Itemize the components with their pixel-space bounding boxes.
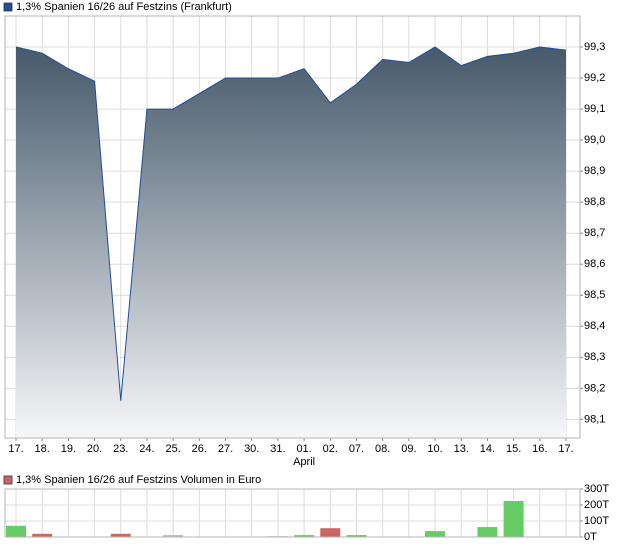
x-tick-label: 18. — [35, 443, 50, 455]
bar — [320, 528, 341, 537]
legend-swatch — [3, 2, 13, 12]
x-tick-label: 24. — [139, 443, 154, 455]
x-tick-label: 07. — [349, 443, 364, 455]
y-tick-label: 100T — [584, 515, 609, 527]
bar — [110, 533, 131, 537]
plot-frame — [4, 15, 581, 439]
x-tick-label: 20. — [87, 443, 102, 455]
y-tick-label: 99,2 — [584, 72, 605, 84]
annotation: April — [293, 456, 315, 468]
x-tick-label: 17. — [8, 443, 23, 455]
x-tick-label: 15. — [506, 443, 521, 455]
y-tick-label: 99,1 — [584, 103, 605, 115]
legend-swatch — [3, 475, 13, 485]
bar — [163, 535, 184, 537]
x-tick-label: 26. — [192, 443, 207, 455]
x-tick-label: 31. — [270, 443, 285, 455]
y-tick-label: 98,8 — [584, 196, 605, 208]
y-tick-label: 99,3 — [584, 41, 605, 53]
y-tick-label: 98,4 — [584, 320, 605, 332]
bar — [477, 527, 498, 537]
legend-label: 1,3% Spanien 16/26 auf Festzins Volumen … — [16, 474, 261, 486]
y-tick-label: 0T — [584, 531, 597, 543]
bar — [294, 535, 315, 537]
plot-frame — [4, 488, 581, 538]
bar — [425, 531, 446, 537]
y-tick-label: 200T — [584, 499, 609, 511]
x-tick-label: 17. — [558, 443, 573, 455]
x-tick-label: 19. — [61, 443, 76, 455]
x-tick-label: 25. — [165, 443, 180, 455]
x-tick-label: 14. — [480, 443, 495, 455]
y-tick-label: 300T — [584, 483, 609, 495]
line — [15, 46, 567, 401]
area — [16, 47, 566, 438]
y-tick-label: 98,5 — [584, 289, 605, 301]
y-tick-label: 98,3 — [584, 351, 605, 363]
x-tick-label: 09. — [401, 443, 416, 455]
bar — [503, 501, 524, 537]
x-tick-label: 08. — [375, 443, 390, 455]
x-tick-label: 23. — [113, 443, 128, 455]
y-tick-label: 98,7 — [584, 227, 605, 239]
y-tick-label: 98,6 — [584, 258, 605, 270]
x-tick-label: 30. — [244, 443, 259, 455]
bar — [32, 533, 53, 537]
x-tick-label: 13. — [454, 443, 469, 455]
x-tick-label: 10. — [427, 443, 442, 455]
bar — [346, 535, 367, 537]
x-tick-label: 16. — [532, 443, 547, 455]
legend-label: 1,3% Spanien 16/26 auf Festzins (Frankfu… — [16, 1, 232, 13]
y-tick-label: 98,9 — [584, 165, 605, 177]
y-tick-label: 98,1 — [584, 413, 605, 425]
x-tick-label: 27. — [218, 443, 233, 455]
x-tick-label: 02. — [323, 443, 338, 455]
y-tick-label: 98,2 — [584, 382, 605, 394]
y-tick-label: 99,0 — [584, 134, 605, 146]
x-tick-label: 01. — [296, 443, 311, 455]
bar — [6, 525, 26, 537]
